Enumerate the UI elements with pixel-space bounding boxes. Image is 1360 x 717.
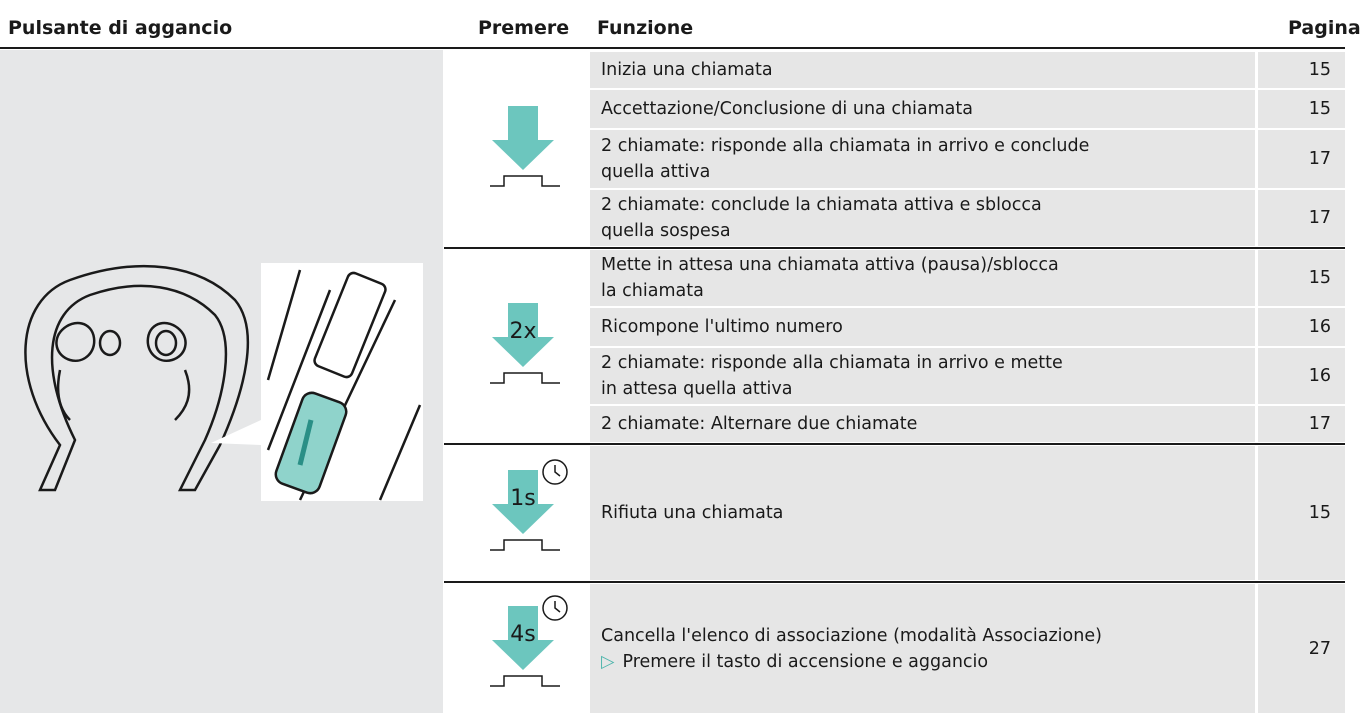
press-icon: 1s xyxy=(490,459,568,551)
page-cell: 17 xyxy=(1258,190,1345,246)
icon-part xyxy=(490,539,560,551)
icon-part xyxy=(492,639,554,670)
function-cell: Inizia una chiamata xyxy=(590,52,1255,88)
icon-part xyxy=(490,372,560,384)
group-rule xyxy=(444,443,1345,445)
function-cell: 2 chiamate: risponde alla chiamata in ar… xyxy=(590,348,1255,404)
function-cell: 2 chiamate: Alternare due chiamate xyxy=(590,406,1255,442)
press-label: 1s xyxy=(510,486,535,511)
press-icon xyxy=(490,106,560,187)
page-cell: 16 xyxy=(1258,348,1345,404)
header-function: Funzione xyxy=(597,17,694,39)
function-cell: Ricompone l'ultimo numero xyxy=(590,308,1255,346)
icon-part xyxy=(508,605,538,642)
icon-part xyxy=(554,465,561,477)
page-cell: 15 xyxy=(1258,250,1345,306)
header-button: Pulsante di aggancio xyxy=(8,17,233,39)
press-label: 2x xyxy=(509,319,536,344)
page-cell: 15 xyxy=(1258,90,1345,128)
function-text: Rifiuta una chiamata xyxy=(601,503,784,523)
function-cell: 2 chiamate: conclude la chiamata attiva … xyxy=(590,190,1255,246)
function-text: Mette in attesa una chiamata attiva (pau… xyxy=(601,255,1059,275)
page-cell: 16 xyxy=(1258,308,1345,346)
function-cell: Mette in attesa una chiamata attiva (pau… xyxy=(590,250,1255,306)
icon-part xyxy=(508,470,538,506)
function-cell: Rifiuta una chiamata xyxy=(590,446,1255,580)
page-cell: 15 xyxy=(1258,52,1345,88)
function-text: Accettazione/Conclusione di una chiamata xyxy=(601,99,973,119)
function-cell: Cancella l'elenco di associazione (modal… xyxy=(590,584,1255,713)
page-cell: 17 xyxy=(1258,130,1345,188)
icon-part xyxy=(492,504,554,534)
press-icon: 2x xyxy=(490,303,560,384)
function-text: in attesa quella attiva xyxy=(601,379,793,399)
icon-part xyxy=(490,175,560,187)
icon-part xyxy=(508,106,538,142)
function-text: Inizia una chiamata xyxy=(601,60,773,80)
header-rule xyxy=(0,47,1345,49)
function-text: 2 chiamate: risponde alla chiamata in ar… xyxy=(601,353,1063,373)
function-text: 2 chiamate: conclude la chiamata attiva … xyxy=(601,195,1042,215)
function-text: la chiamata xyxy=(601,281,704,301)
header-page: Pagina xyxy=(1288,17,1360,39)
page-cell: 27 xyxy=(1258,584,1345,713)
icon-part xyxy=(492,337,554,367)
headset-illustration xyxy=(24,263,423,501)
press-label: 4s xyxy=(510,622,535,647)
function-text: Cancella l'elenco di associazione (modal… xyxy=(601,625,1102,646)
icon-part xyxy=(492,140,554,170)
note-text: Premere il tasto di accensione e agganci… xyxy=(601,649,1255,675)
header-press: Premere xyxy=(478,17,570,39)
function-cell: Accettazione/Conclusione di una chiamata xyxy=(590,90,1255,128)
function-text: quella sospesa xyxy=(601,221,731,241)
function-text: 2 chiamate: Alternare due chiamate xyxy=(601,414,918,434)
group-rule xyxy=(444,581,1345,583)
icon-part xyxy=(508,303,538,339)
page-cell: 17 xyxy=(1258,406,1345,442)
illustration-panel xyxy=(0,50,443,713)
icon-part xyxy=(490,674,560,687)
function-text: 2 chiamate: risponde alla chiamata in ar… xyxy=(601,136,1090,156)
function-cell: 2 chiamate: risponde alla chiamata in ar… xyxy=(590,130,1255,188)
function-text: Ricompone l'ultimo numero xyxy=(601,317,843,337)
group-rule xyxy=(444,247,1345,249)
press-icon: 4s xyxy=(490,594,568,687)
page-cell: 15 xyxy=(1258,446,1345,580)
function-text: quella attiva xyxy=(601,162,711,182)
icon-part xyxy=(554,600,561,613)
